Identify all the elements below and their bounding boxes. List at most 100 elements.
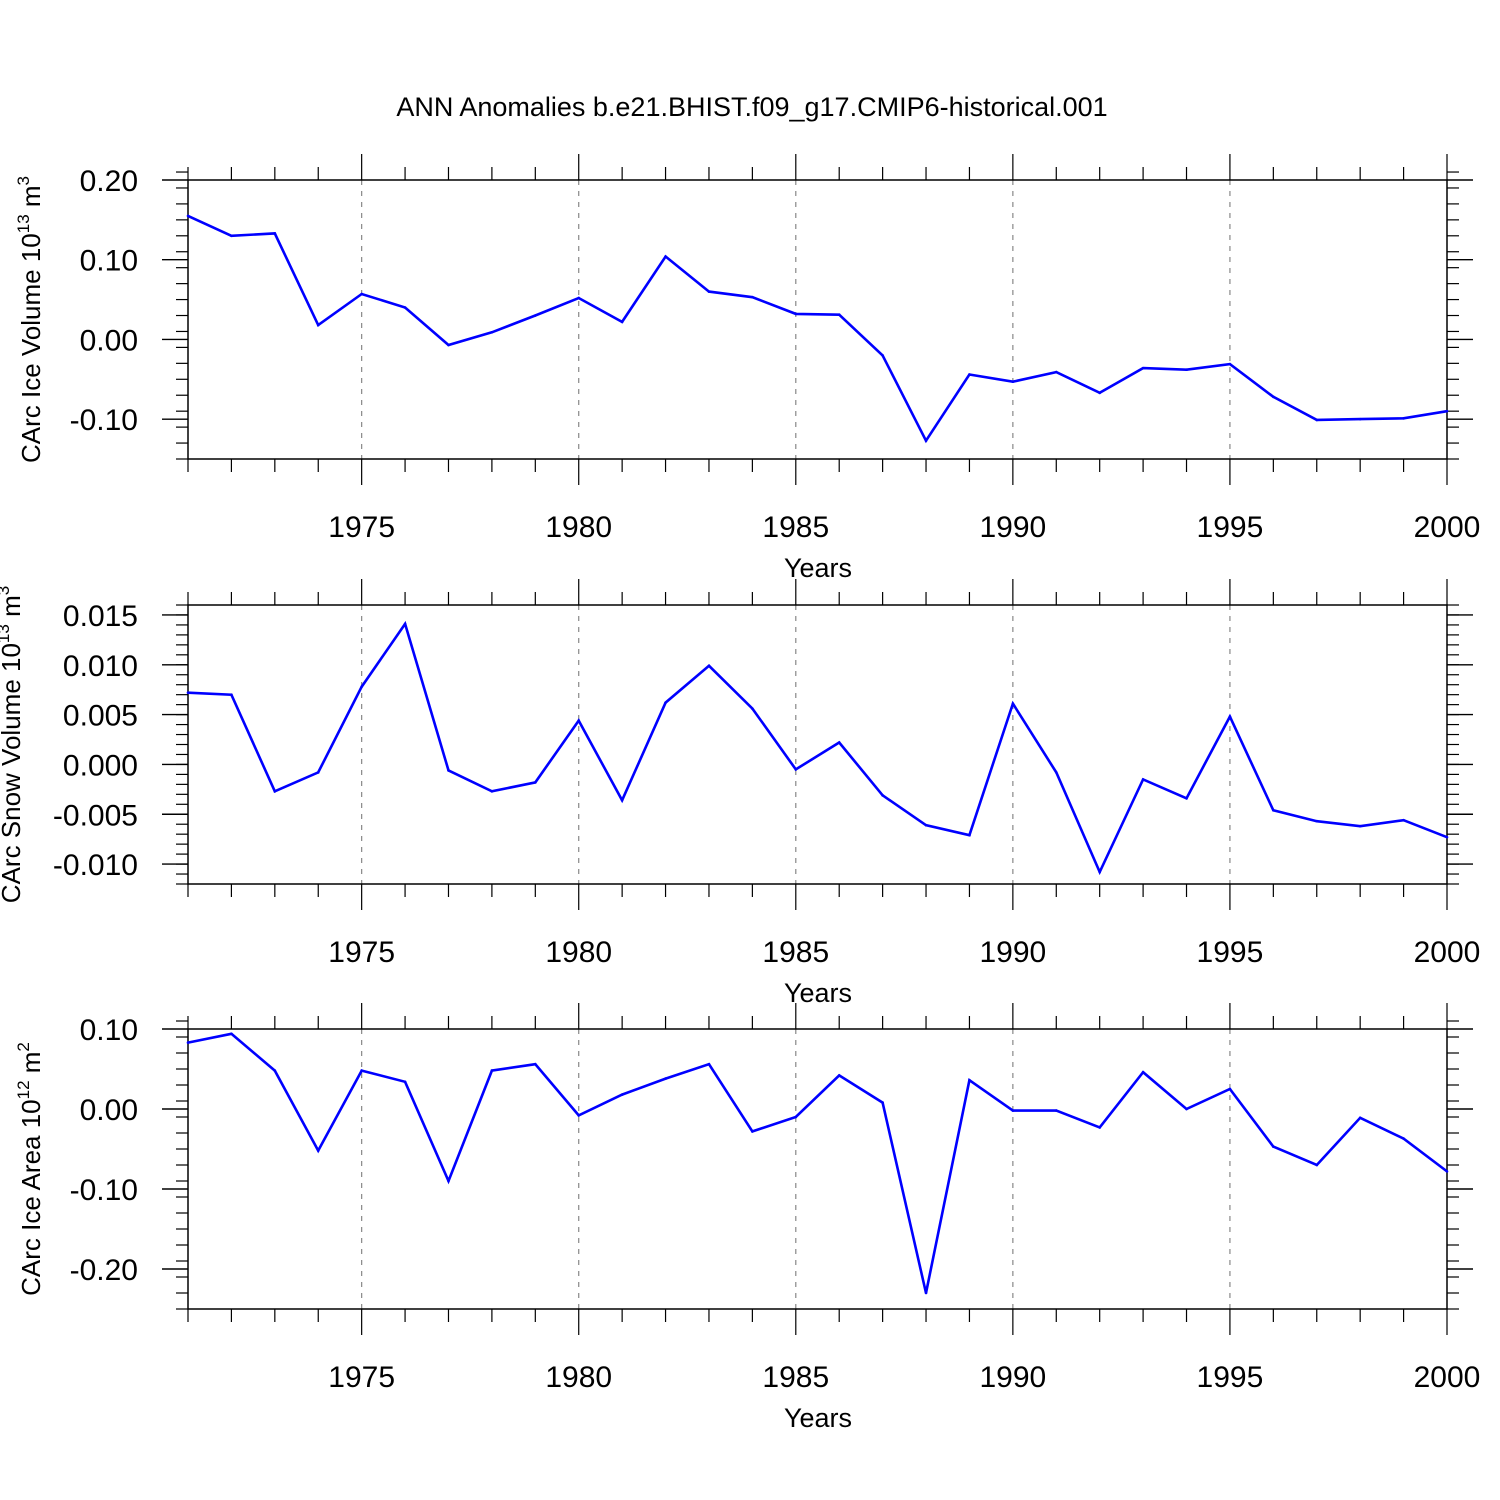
data-point (1141, 366, 1145, 370)
x-axis-label: Years (784, 978, 852, 1008)
x-tick-label: 1980 (545, 936, 612, 969)
data-point (186, 1041, 190, 1044)
x-tick-label: 1990 (979, 1361, 1046, 1394)
data-point (316, 771, 320, 774)
plot-frame (187, 604, 1448, 885)
data-point (1098, 1126, 1101, 1129)
x-tick-label: 1985 (762, 511, 829, 544)
data-point (403, 1080, 407, 1084)
y-tick-label: -0.10 (70, 1174, 138, 1207)
data-point (924, 439, 928, 442)
data-point (881, 354, 884, 357)
data-point (1228, 362, 1232, 366)
data-point (1011, 1109, 1015, 1112)
x-tick-label: 2000 (1414, 511, 1481, 544)
data-point (881, 794, 884, 797)
data-point (360, 1069, 363, 1072)
x-tick-label: 1985 (762, 1361, 829, 1394)
data-point (577, 719, 581, 722)
y-tick-label: -0.20 (70, 1254, 138, 1287)
data-point (1402, 417, 1405, 420)
data-point (1358, 1116, 1362, 1120)
x-tick-label: 1980 (545, 1361, 612, 1394)
data-point (1054, 370, 1058, 374)
data-point (534, 781, 537, 784)
y-axis-label: CArc Ice Area 1012 m2 (14, 1042, 46, 1296)
y-axis-label: CArc Snow Volume 1013 m3 (0, 586, 26, 903)
data-point (1402, 1137, 1405, 1140)
data-point (360, 292, 363, 296)
y-tick-label: -0.005 (53, 799, 138, 832)
y-tick-label: 0.010 (63, 650, 138, 683)
data-point (664, 1077, 667, 1080)
data-point (1445, 835, 1449, 839)
data-point (751, 295, 754, 299)
y-tick-label: 0.000 (63, 749, 138, 782)
data-point (968, 833, 971, 837)
y-tick-label: 0.00 (80, 324, 138, 357)
data-point (273, 1069, 277, 1072)
y-tick-label: 0.10 (80, 245, 138, 278)
data-point (403, 622, 407, 626)
data-point (1098, 870, 1101, 874)
x-tick-label: 1995 (1197, 1361, 1264, 1394)
y-tick-label: -0.010 (53, 849, 138, 882)
data-point (1185, 368, 1188, 372)
data-point (1272, 395, 1275, 399)
series-line (187, 620, 1448, 876)
y-tick-label: 0.10 (80, 1014, 138, 1047)
x-tick-label: 1995 (1197, 936, 1264, 969)
x-tick-label: 1990 (979, 936, 1046, 969)
x-tick-label: 1995 (1197, 511, 1264, 544)
data-point (1402, 818, 1405, 822)
data-point (751, 707, 754, 710)
x-axis-label: Years (784, 1403, 852, 1433)
data-point (1141, 778, 1145, 781)
x-tick-label: 1985 (762, 936, 829, 969)
data-point (1272, 808, 1275, 812)
x-axis-label: Years (784, 553, 852, 583)
data-point (1358, 417, 1362, 421)
data-point (707, 1062, 711, 1066)
data-point (273, 232, 277, 235)
data-point (837, 1074, 841, 1077)
data-point (447, 343, 450, 347)
data-point (230, 1032, 233, 1036)
data-point (881, 1101, 884, 1104)
data-point (1272, 1145, 1275, 1148)
series-line (187, 214, 1448, 444)
data-point (316, 1149, 320, 1152)
data-point (490, 790, 494, 793)
data-point (620, 320, 624, 324)
y-tick-label: 0.20 (80, 165, 138, 198)
data-point (534, 314, 537, 317)
ice-volume-panel: 0.20 0.10 0.00 -0.10 1975 1980 1985 1990 1995 200… (14, 154, 1480, 583)
x-tick-label: 1990 (979, 511, 1046, 544)
data-point (186, 691, 190, 694)
plot-frame (187, 179, 1448, 460)
data-point (620, 799, 624, 802)
x-tick-label: 1980 (545, 511, 612, 544)
data-point (794, 312, 798, 316)
data-point (1358, 824, 1362, 828)
data-point (924, 1291, 928, 1295)
x-tick-label: 1975 (328, 1361, 395, 1394)
data-point (490, 1069, 494, 1072)
data-point (751, 1130, 754, 1133)
data-point (1445, 1170, 1449, 1173)
data-point (1185, 1107, 1188, 1111)
data-point (968, 1078, 971, 1082)
data-point (447, 769, 450, 772)
x-tick-label: 1975 (328, 936, 395, 969)
data-point (664, 701, 667, 704)
data-point (837, 313, 841, 317)
data-point (534, 1062, 537, 1066)
data-point (230, 234, 233, 238)
data-point (1098, 391, 1101, 395)
y-tick-label: 0.005 (63, 700, 138, 733)
data-point (707, 290, 711, 293)
data-point (1315, 819, 1319, 823)
data-point (1228, 715, 1232, 718)
data-point (620, 1093, 624, 1096)
